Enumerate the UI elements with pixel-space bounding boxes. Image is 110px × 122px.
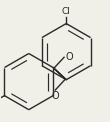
Text: Cl: Cl [62, 7, 71, 16]
Text: O: O [51, 91, 59, 101]
Text: O: O [65, 52, 73, 62]
